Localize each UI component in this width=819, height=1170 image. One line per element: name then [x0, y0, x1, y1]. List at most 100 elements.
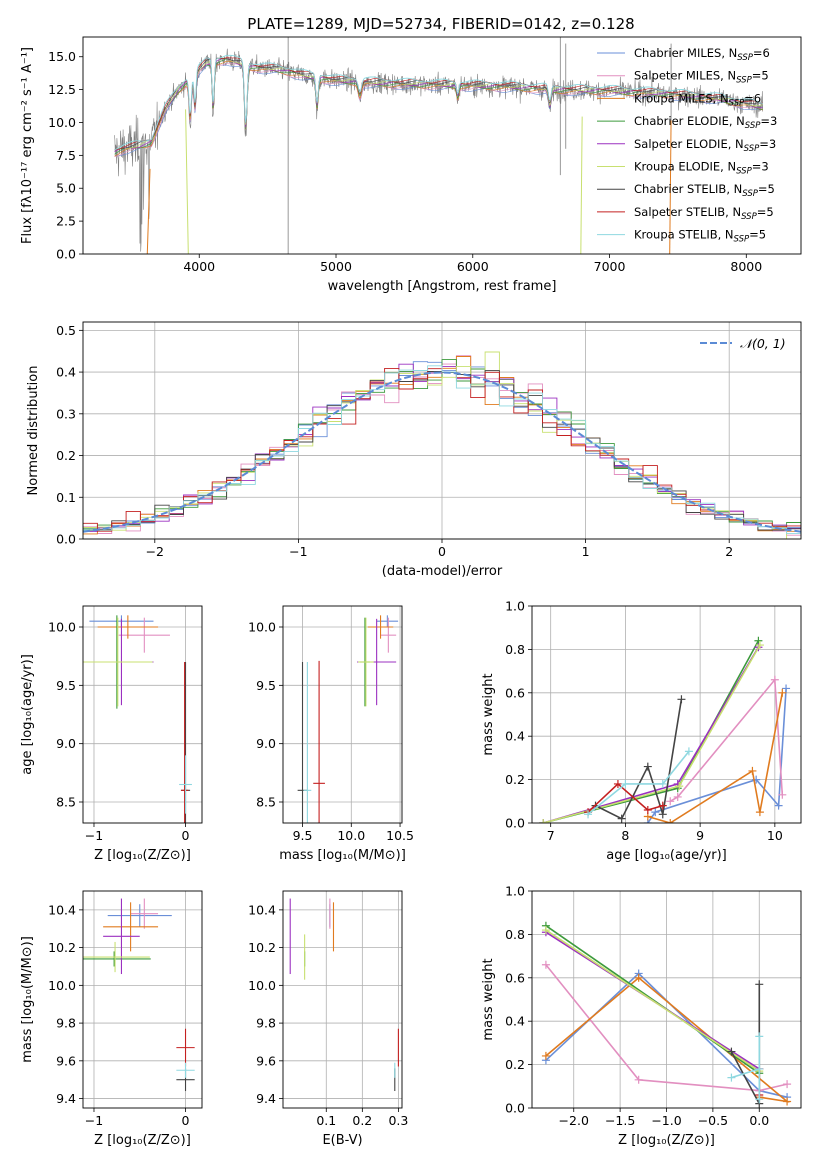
weight-marker: [539, 819, 548, 823]
weight-line: [587, 750, 690, 815]
x-tick-label: 7000: [594, 259, 626, 274]
y-tick-label: 0.0: [505, 816, 525, 831]
y-tick-label: 0.6: [505, 685, 525, 700]
x-tick-label: 8000: [730, 259, 762, 274]
weight-marker: [755, 1032, 764, 1041]
legend-entry: Salpeter STELIB, NSSP=5: [634, 205, 774, 222]
y-tick-label: 0.0: [56, 532, 76, 547]
y-axis-label: mass weight: [481, 673, 496, 755]
y-tick-label: 0.0: [56, 247, 76, 262]
legend-entry: Kroupa MILES, NSSP=6: [634, 91, 761, 108]
y-tick-label: 9.6: [256, 1053, 276, 1068]
weight-marker: [666, 819, 675, 823]
weight-marker: [541, 926, 550, 935]
legend-entry: Salpeter MILES, NSSP=5: [634, 69, 769, 86]
weight-marker: [658, 801, 667, 810]
errorbar-point-kroupa-elodie: [83, 941, 150, 973]
legend-entry: Kroupa ELODIE, NSSP=3: [634, 160, 769, 177]
x-tick-label: 10.5: [386, 828, 414, 843]
errorbar-point-salpeter-miles: [380, 617, 397, 653]
x-tick-label: 0: [438, 544, 446, 559]
legend-entry: Chabrier ELODIE, NSSP=3: [634, 114, 777, 131]
errorbar-point-kroupa-miles: [97, 615, 159, 639]
axes-frame: [282, 605, 403, 824]
y-axis-label: age [log₁₀(age/yr)]: [20, 654, 35, 775]
weight-marker: [658, 810, 667, 819]
normal-distribution-curve: [83, 371, 801, 533]
y-tick-label: 5.0: [56, 181, 76, 196]
weight-marker: [643, 762, 652, 771]
y-tick-label: 15.0: [48, 49, 76, 64]
errorbar-point-salpeter-stelib: [176, 1028, 195, 1067]
weight-marker: [774, 801, 783, 810]
errorbar-point-chabrier-elodie: [83, 951, 151, 967]
model-edge: [669, 120, 672, 254]
y-tick-label: 1.0: [505, 884, 525, 899]
errorbar-point-salpeter-stelib: [180, 662, 189, 823]
x-tick-label: −1: [85, 828, 103, 843]
x-axis-label: wavelength [Angstrom, rest frame]: [328, 279, 557, 294]
weight-marker: [613, 779, 622, 788]
mass_vs_Z-plot-area: [83, 898, 195, 1092]
weight-marker: [782, 684, 791, 693]
model-spectrum-kroupa-elodie: [114, 57, 763, 151]
x-tick-label: 9.5: [293, 828, 313, 843]
y-tick-label: 1.0: [505, 599, 525, 614]
axes-frame: [531, 890, 802, 1109]
x-tick-label: −1: [289, 544, 307, 559]
y-tick-label: 9.4: [56, 1091, 76, 1106]
y-axis-label: Normed distribution: [26, 366, 41, 496]
weight-marker: [748, 766, 757, 775]
x-axis-label: Z [log₁₀(Z/Z⊙)]: [94, 848, 191, 863]
residuals-panel: −2 −1 0 1 2 0.0 0.1 0.2 0.3 0.4 0.5 (data-model)/er…: [26, 321, 802, 579]
weight-series-kroupa-stelib: [727, 1032, 764, 1104]
model-edge: [185, 109, 189, 254]
y-tick-label: 2.5: [56, 214, 76, 229]
x-tick-label: 0.3: [388, 1113, 408, 1128]
errorbar-point-kroupa-elodie: [83, 617, 153, 707]
y-tick-label: 0.2: [505, 1057, 525, 1072]
y-tick-label: 0.8: [505, 927, 525, 942]
weight-marker: [634, 1075, 643, 1084]
errorbar-point-salpeter-elodie: [103, 898, 140, 975]
weight-marker: [755, 1095, 764, 1104]
weight-series-salpeter-miles: [541, 960, 792, 1095]
weight-series-salpeter-miles: [666, 675, 787, 806]
errorbar-point-kroupa-elodie: [358, 617, 374, 707]
x-axis-label: age [log₁₀(age/yr)]: [606, 848, 727, 863]
weight-series-kroupa-miles: [643, 688, 787, 823]
x-tick-label: 10.0: [337, 828, 365, 843]
mass_vs_ebv-plot-area: [289, 898, 399, 1092]
x-tick-label: −0.5: [698, 1113, 728, 1128]
weight-marker: [634, 973, 643, 982]
age_vs_mass-panel: 9.5 10.0 10.5 8.5 9.0 9.5 10.0 mass [log₁₀(M/M⊙…: [248, 605, 414, 863]
y-tick-label: 10.0: [48, 978, 76, 993]
legend-entry: 𝒩(0, 1): [740, 336, 786, 351]
errorbar-point-kroupa-stelib: [179, 755, 192, 814]
model-edge: [146, 168, 151, 254]
x-tick-label: −2.0: [559, 1113, 589, 1128]
y-tick-label: 7.5: [56, 148, 76, 163]
y-tick-label: 0.3: [56, 406, 76, 421]
y-tick-label: 0.4: [56, 365, 76, 380]
y-tick-label: 10.4: [248, 902, 276, 917]
weight-series-kroupa-stelib: [584, 747, 693, 819]
axes-frame: [82, 321, 802, 540]
y-tick-label: 9.0: [256, 736, 276, 751]
errorbar-point-kroupa-miles: [103, 902, 159, 952]
legend-entry: Salpeter ELODIE, NSSP=3: [634, 137, 776, 154]
y-tick-label: 10.0: [48, 115, 76, 130]
weight-marker: [755, 641, 764, 650]
y-tick-label: 9.4: [256, 1091, 276, 1106]
y-axis-label: mass [log₁₀(M/M⊙)]: [20, 936, 35, 1063]
x-axis-label: (data-model)/error: [382, 564, 503, 579]
axes-frame: [282, 890, 403, 1109]
y-tick-label: 0.0: [505, 1101, 525, 1116]
y-tick-label: 10.0: [248, 620, 276, 635]
weight-marker: [755, 980, 764, 989]
errorbar-point-kroupa-miles: [367, 615, 394, 639]
mass_vs_Z-panel: −1 0 9.4 9.6 9.8 10.0 10.2 10.4 Z [log₁₀(Z/Z⊙)] m…: [20, 890, 203, 1148]
errorbar-point-salpeter-stelib: [313, 660, 325, 823]
weight-marker: [541, 960, 550, 969]
x-tick-label: −2: [146, 544, 164, 559]
